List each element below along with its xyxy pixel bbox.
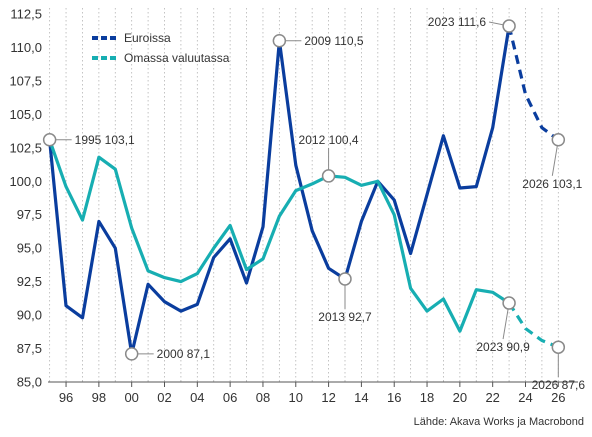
y-tick-label: 87,5 [17,341,42,356]
y-tick-label: 112,5 [10,7,42,22]
annotation-marker [321,169,336,183]
y-tick-label: 107,5 [9,73,42,88]
x-tick-label: 04 [190,390,204,405]
y-tick-label: 95,0 [17,241,42,256]
annotations: 1995 103,1 2000 87,1 2009 110,5 2012 100,4 2… [42,15,586,392]
annotation-marker [551,133,566,147]
annotation-marker [502,19,516,33]
annotation-label: 2026 103,1 [522,177,582,191]
series [47,24,560,356]
annotation-label: 2026 87,6 [532,378,586,392]
y-tick-label: 85,0 [17,375,42,390]
x-tick-label: 18 [420,390,434,405]
annotation-label: 2000 87,1 [157,347,211,361]
y-tick-label: 92,5 [17,274,42,289]
x-tick-label: 08 [256,390,270,405]
x-axis-ticks: 96 98 00 02 04 06 08 10 12 14 16 18 20 22 24 26 [59,382,566,405]
x-tick-label: 10 [289,390,303,405]
annotation-label: 2009 110,5 [304,34,363,48]
x-tick-label: 98 [92,390,106,405]
legend-label-euroissa: Euroissa [124,31,171,45]
y-tick-label: 110,0 [10,40,42,55]
legend: Euroissa Omassa valuutassa [92,31,230,65]
x-tick-label: 24 [518,390,532,405]
y-axis-ticks: 112,5 110,0 107,5 105,0 102,5 100,0 97,5 95,0 92… [9,7,42,390]
annotation-marker [338,272,352,286]
annotation-label: 2012 100,4 [299,133,359,147]
y-tick-label: 90,0 [17,308,42,323]
annotation-label: 1995 103,1 [75,133,135,147]
y-tick-label: 97,5 [17,207,42,222]
annotation-marker [124,347,139,361]
annotation-marker [42,133,57,147]
series-forecast-line-0 [507,25,560,142]
annotation-label: 2023 90,9 [476,340,530,354]
series-forecast-line-1 [507,302,559,349]
y-tick-label: 105,0 [9,107,42,122]
annotation-label: 2023 111,6 [428,15,487,29]
annotation-marker [272,34,287,48]
x-tick-label: 02 [157,390,171,405]
x-tick-label: 00 [124,390,138,405]
y-tick-label: 102,5 [9,140,42,155]
annotation-label: 2013 92,7 [318,310,372,324]
x-tick-label: 06 [223,390,237,405]
annotation-marker [502,296,516,310]
source-note: Lähde: Akava Works ja Macrobond [414,416,584,428]
legend-label-omassa-valuutassa: Omassa valuutassa [124,51,230,65]
x-tick-label: 12 [321,390,335,405]
x-tick-label: 22 [485,390,499,405]
x-tick-label: 16 [387,390,401,405]
annotation-marker [551,340,566,354]
x-tick-label: 14 [354,390,368,405]
x-tick-label: 96 [59,390,73,405]
x-tick-label: 20 [453,390,467,405]
y-tick-label: 100,0 [9,174,42,189]
x-tick-label: 26 [551,390,565,405]
series-line-1 [47,138,511,333]
